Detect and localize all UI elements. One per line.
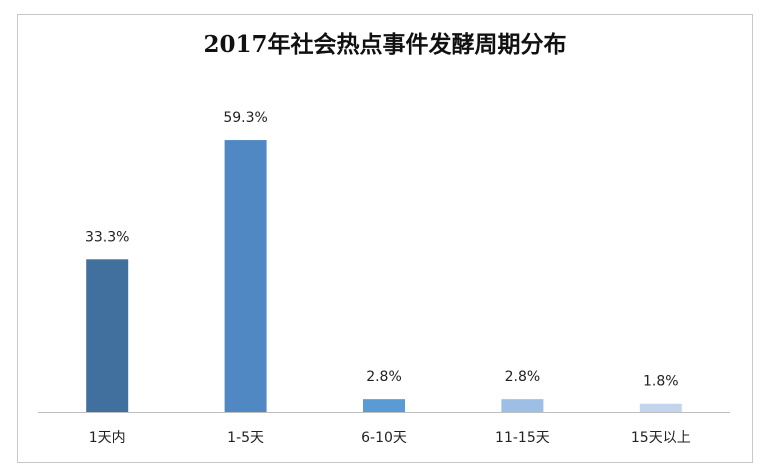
bar	[86, 259, 129, 412]
bar	[501, 399, 544, 412]
x-tick-label: 1-5天	[227, 430, 264, 446]
x-tick-label: 11-15天	[495, 430, 550, 446]
x-tick-label: 15天以上	[631, 430, 691, 446]
bar	[639, 403, 682, 412]
x-tick-label: 1天内	[89, 430, 126, 446]
value-label: 33.3%	[85, 229, 129, 245]
x-tick-label: 6-10天	[361, 430, 407, 446]
chart-frame	[17, 14, 753, 463]
value-label: 2.8%	[366, 369, 402, 385]
value-label: 1.8%	[643, 374, 679, 390]
bar	[224, 140, 267, 412]
value-label: 2.8%	[505, 369, 541, 385]
value-label: 59.3%	[223, 110, 267, 126]
bar	[363, 399, 405, 412]
chart-title: 2017年社会热点事件发酵周期分布	[203, 31, 566, 58]
